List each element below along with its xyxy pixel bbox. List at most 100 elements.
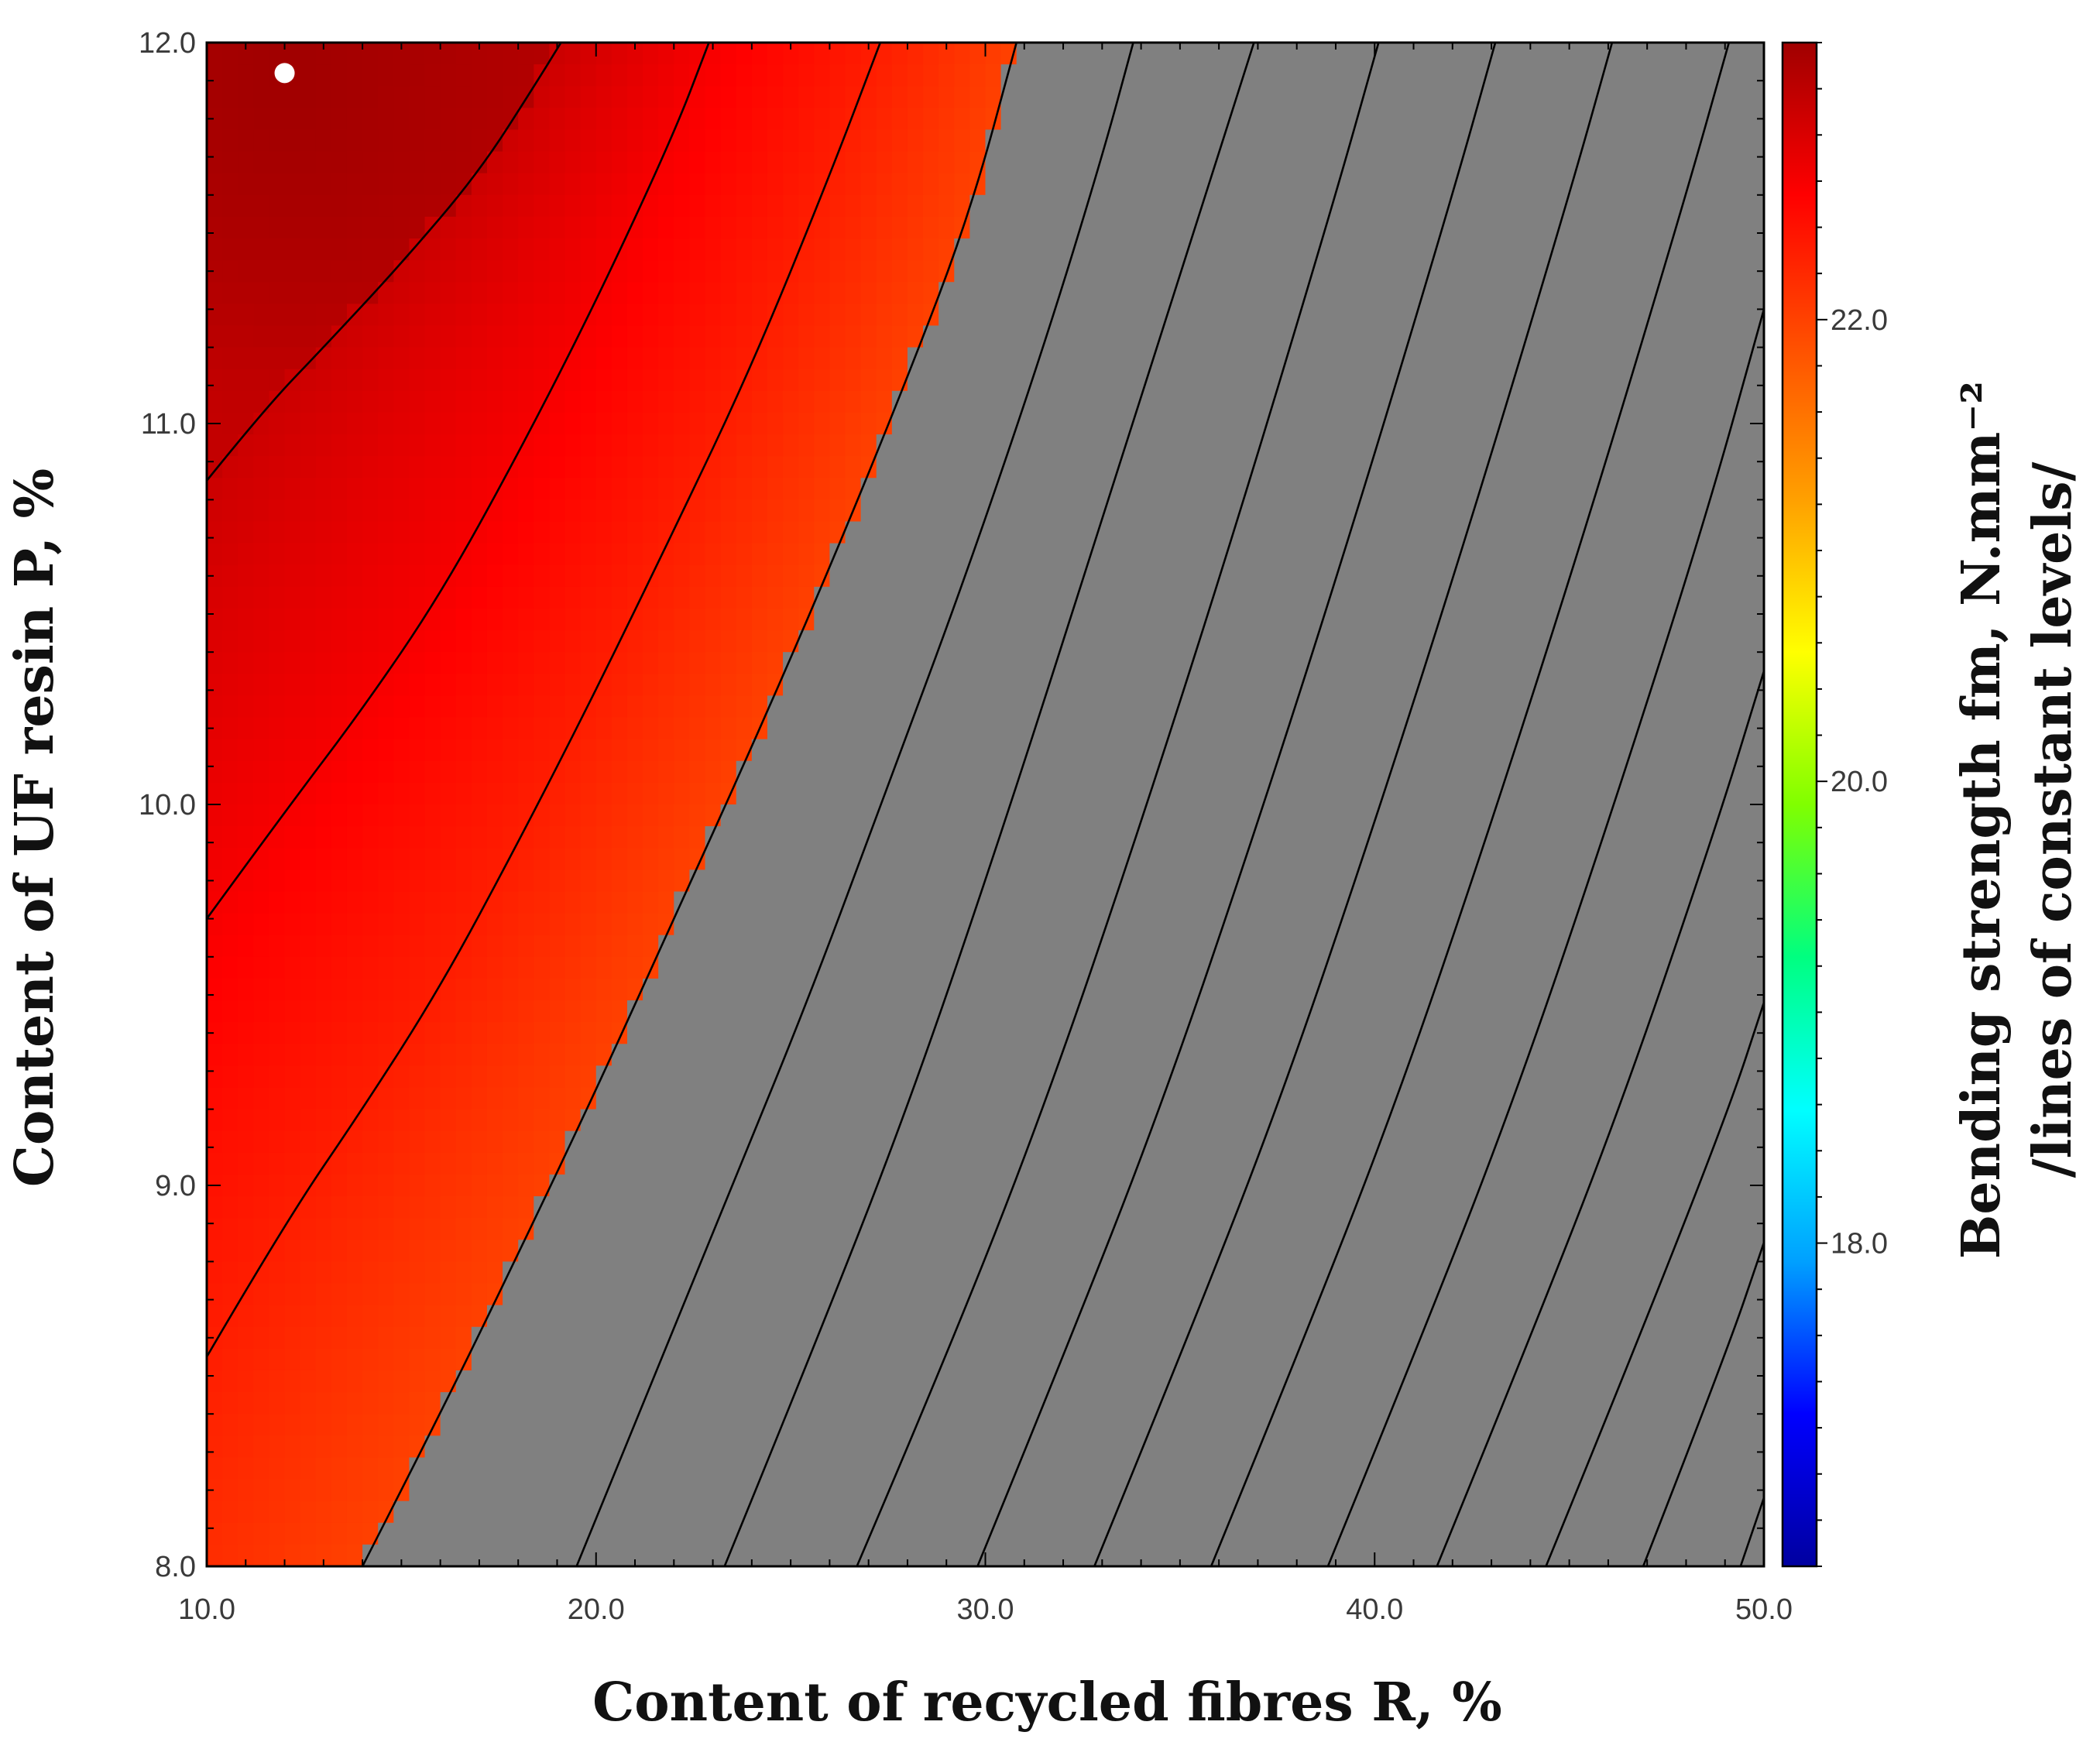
heatmap-cell: [767, 652, 784, 674]
heatmap-cell: [1016, 43, 1033, 65]
heatmap-cell: [1577, 935, 1594, 958]
heatmap-cell: [1296, 108, 1313, 131]
heatmap-cell: [720, 412, 737, 435]
heatmap-cell: [409, 717, 426, 740]
heatmap-cell: [595, 978, 612, 1001]
heatmap-cell: [393, 1087, 410, 1110]
heatmap-cell: [518, 369, 534, 392]
heatmap-cell: [1701, 282, 1718, 304]
heatmap-cell: [876, 412, 893, 435]
heatmap-cell: [1156, 282, 1173, 304]
heatmap-cell: [1203, 760, 1220, 784]
heatmap-cell: [829, 804, 846, 827]
heatmap-cell: [331, 151, 348, 174]
heatmap-cell: [1436, 282, 1453, 304]
heatmap-cell: [1421, 913, 1438, 936]
heatmap-cell: [829, 674, 846, 697]
heatmap-cell: [1608, 543, 1625, 566]
heatmap-cell: [1436, 869, 1453, 893]
heatmap-cell: [207, 1044, 223, 1066]
heatmap-cell: [626, 869, 643, 893]
heatmap-cell: [969, 695, 987, 719]
heatmap-cell: [1156, 43, 1173, 65]
heatmap-cell: [1296, 499, 1313, 523]
heatmap-cell: [674, 1065, 691, 1089]
heatmap-cell: [1219, 1000, 1235, 1023]
heatmap-cell: [1281, 456, 1298, 478]
heatmap-cell: [674, 1000, 691, 1023]
heatmap-cell: [751, 913, 768, 936]
heatmap-cell: [1250, 194, 1267, 218]
heatmap-cell: [1172, 216, 1189, 239]
heatmap-cell: [284, 543, 301, 566]
heatmap-cell: [1000, 978, 1017, 1001]
heatmap-cell: [767, 608, 784, 631]
heatmap-cell: [518, 325, 534, 348]
heatmap-cell: [1343, 913, 1360, 936]
heatmap-cell: [1374, 564, 1391, 588]
heatmap-cell: [1717, 521, 1734, 544]
heatmap-cell: [471, 564, 488, 588]
heatmap-cell: [300, 260, 317, 283]
heatmap-cell: [346, 369, 363, 392]
heatmap-cell: [1592, 151, 1609, 174]
heatmap-cell: [674, 674, 691, 697]
heatmap-cell: [1343, 739, 1360, 762]
heatmap-cell: [1296, 739, 1313, 762]
heatmap-cell: [1234, 173, 1251, 196]
heatmap-cell: [1484, 282, 1500, 304]
heatmap-cell: [503, 630, 519, 653]
heatmap-cell: [238, 194, 254, 218]
heatmap-cell: [1421, 739, 1438, 762]
heatmap-cell: [1515, 282, 1531, 304]
heatmap-cell: [1592, 717, 1609, 740]
heatmap-cell: [346, 282, 363, 304]
heatmap-cell: [783, 891, 799, 914]
heatmap-cell: [643, 978, 659, 1001]
heatmap-cell: [1624, 760, 1640, 784]
heatmap-cell: [549, 173, 566, 196]
heatmap-cell: [534, 608, 551, 631]
heatmap-cell: [471, 1065, 488, 1089]
heatmap-cell: [611, 956, 628, 979]
heatmap-cell: [486, 564, 503, 588]
heatmap-cell: [658, 325, 674, 348]
heatmap-cell: [486, 260, 503, 283]
heatmap-cell: [1281, 1109, 1298, 1132]
heatmap-cell: [378, 325, 394, 348]
heatmap-cell: [1079, 543, 1095, 566]
heatmap-cell: [626, 238, 643, 261]
heatmap-cell: [1156, 151, 1173, 174]
heatmap-cell: [751, 173, 768, 196]
heatmap-cell: [455, 151, 472, 174]
heatmap-cell: [845, 935, 862, 958]
heatmap-cell: [1234, 913, 1251, 936]
heatmap-cell: [1484, 782, 1500, 805]
heatmap-cell: [1546, 151, 1563, 174]
heatmap-cell: [1390, 956, 1407, 979]
heatmap-cell: [1530, 804, 1547, 827]
heatmap-cell: [829, 782, 846, 805]
heatmap-cell: [253, 151, 270, 174]
heatmap-cell: [503, 1087, 519, 1110]
heatmap-cell: [1312, 652, 1329, 674]
heatmap-cell: [736, 108, 753, 131]
heatmap-cell: [1577, 891, 1594, 914]
heatmap-cell: [564, 630, 582, 653]
heatmap-cell: [207, 826, 223, 849]
heatmap-cell: [424, 43, 441, 65]
heatmap-cell: [1031, 674, 1048, 697]
heatmap-cell: [1047, 543, 1064, 566]
heatmap-cell: [1608, 521, 1625, 544]
heatmap-cell: [1125, 238, 1142, 261]
heatmap-cell: [938, 1022, 955, 1044]
heatmap-cell: [674, 564, 691, 588]
heatmap-cell: [1390, 129, 1407, 153]
heatmap-cell: [471, 151, 488, 174]
heatmap-cell: [1203, 194, 1220, 218]
heatmap-cell: [1063, 173, 1079, 196]
heatmap-cell: [860, 260, 877, 283]
heatmap-cell: [238, 238, 254, 261]
heatmap-cell: [1000, 478, 1017, 500]
heatmap-cell: [705, 1044, 722, 1066]
